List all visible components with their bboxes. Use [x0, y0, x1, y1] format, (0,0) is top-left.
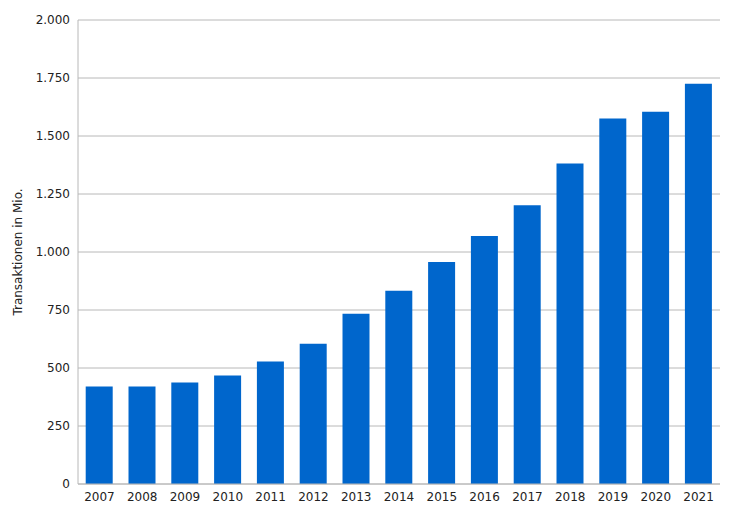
- svg-text:2016: 2016: [469, 490, 500, 504]
- svg-text:500: 500: [47, 361, 70, 375]
- svg-text:2017: 2017: [512, 490, 543, 504]
- svg-text:2007: 2007: [84, 490, 115, 504]
- svg-text:2014: 2014: [384, 490, 415, 504]
- svg-text:2013: 2013: [341, 490, 372, 504]
- svg-text:1.000: 1.000: [36, 245, 70, 259]
- svg-text:2010: 2010: [213, 490, 244, 504]
- svg-text:1.500: 1.500: [36, 129, 70, 143]
- svg-text:250: 250: [47, 419, 70, 433]
- svg-text:2020: 2020: [641, 490, 672, 504]
- svg-text:2015: 2015: [427, 490, 458, 504]
- svg-text:2018: 2018: [555, 490, 586, 504]
- svg-text:Transaktionen in Mio.: Transaktionen in Mio.: [11, 188, 25, 316]
- svg-text:2008: 2008: [127, 490, 158, 504]
- svg-text:2012: 2012: [298, 490, 329, 504]
- svg-text:2021: 2021: [683, 490, 714, 504]
- svg-text:2019: 2019: [598, 490, 629, 504]
- svg-text:2011: 2011: [255, 490, 286, 504]
- svg-text:2009: 2009: [170, 490, 201, 504]
- svg-text:1.250: 1.250: [36, 187, 70, 201]
- svg-text:2.000: 2.000: [36, 13, 70, 27]
- svg-text:750: 750: [47, 303, 70, 317]
- svg-text:0: 0: [62, 477, 70, 491]
- svg-text:1.750: 1.750: [36, 71, 70, 85]
